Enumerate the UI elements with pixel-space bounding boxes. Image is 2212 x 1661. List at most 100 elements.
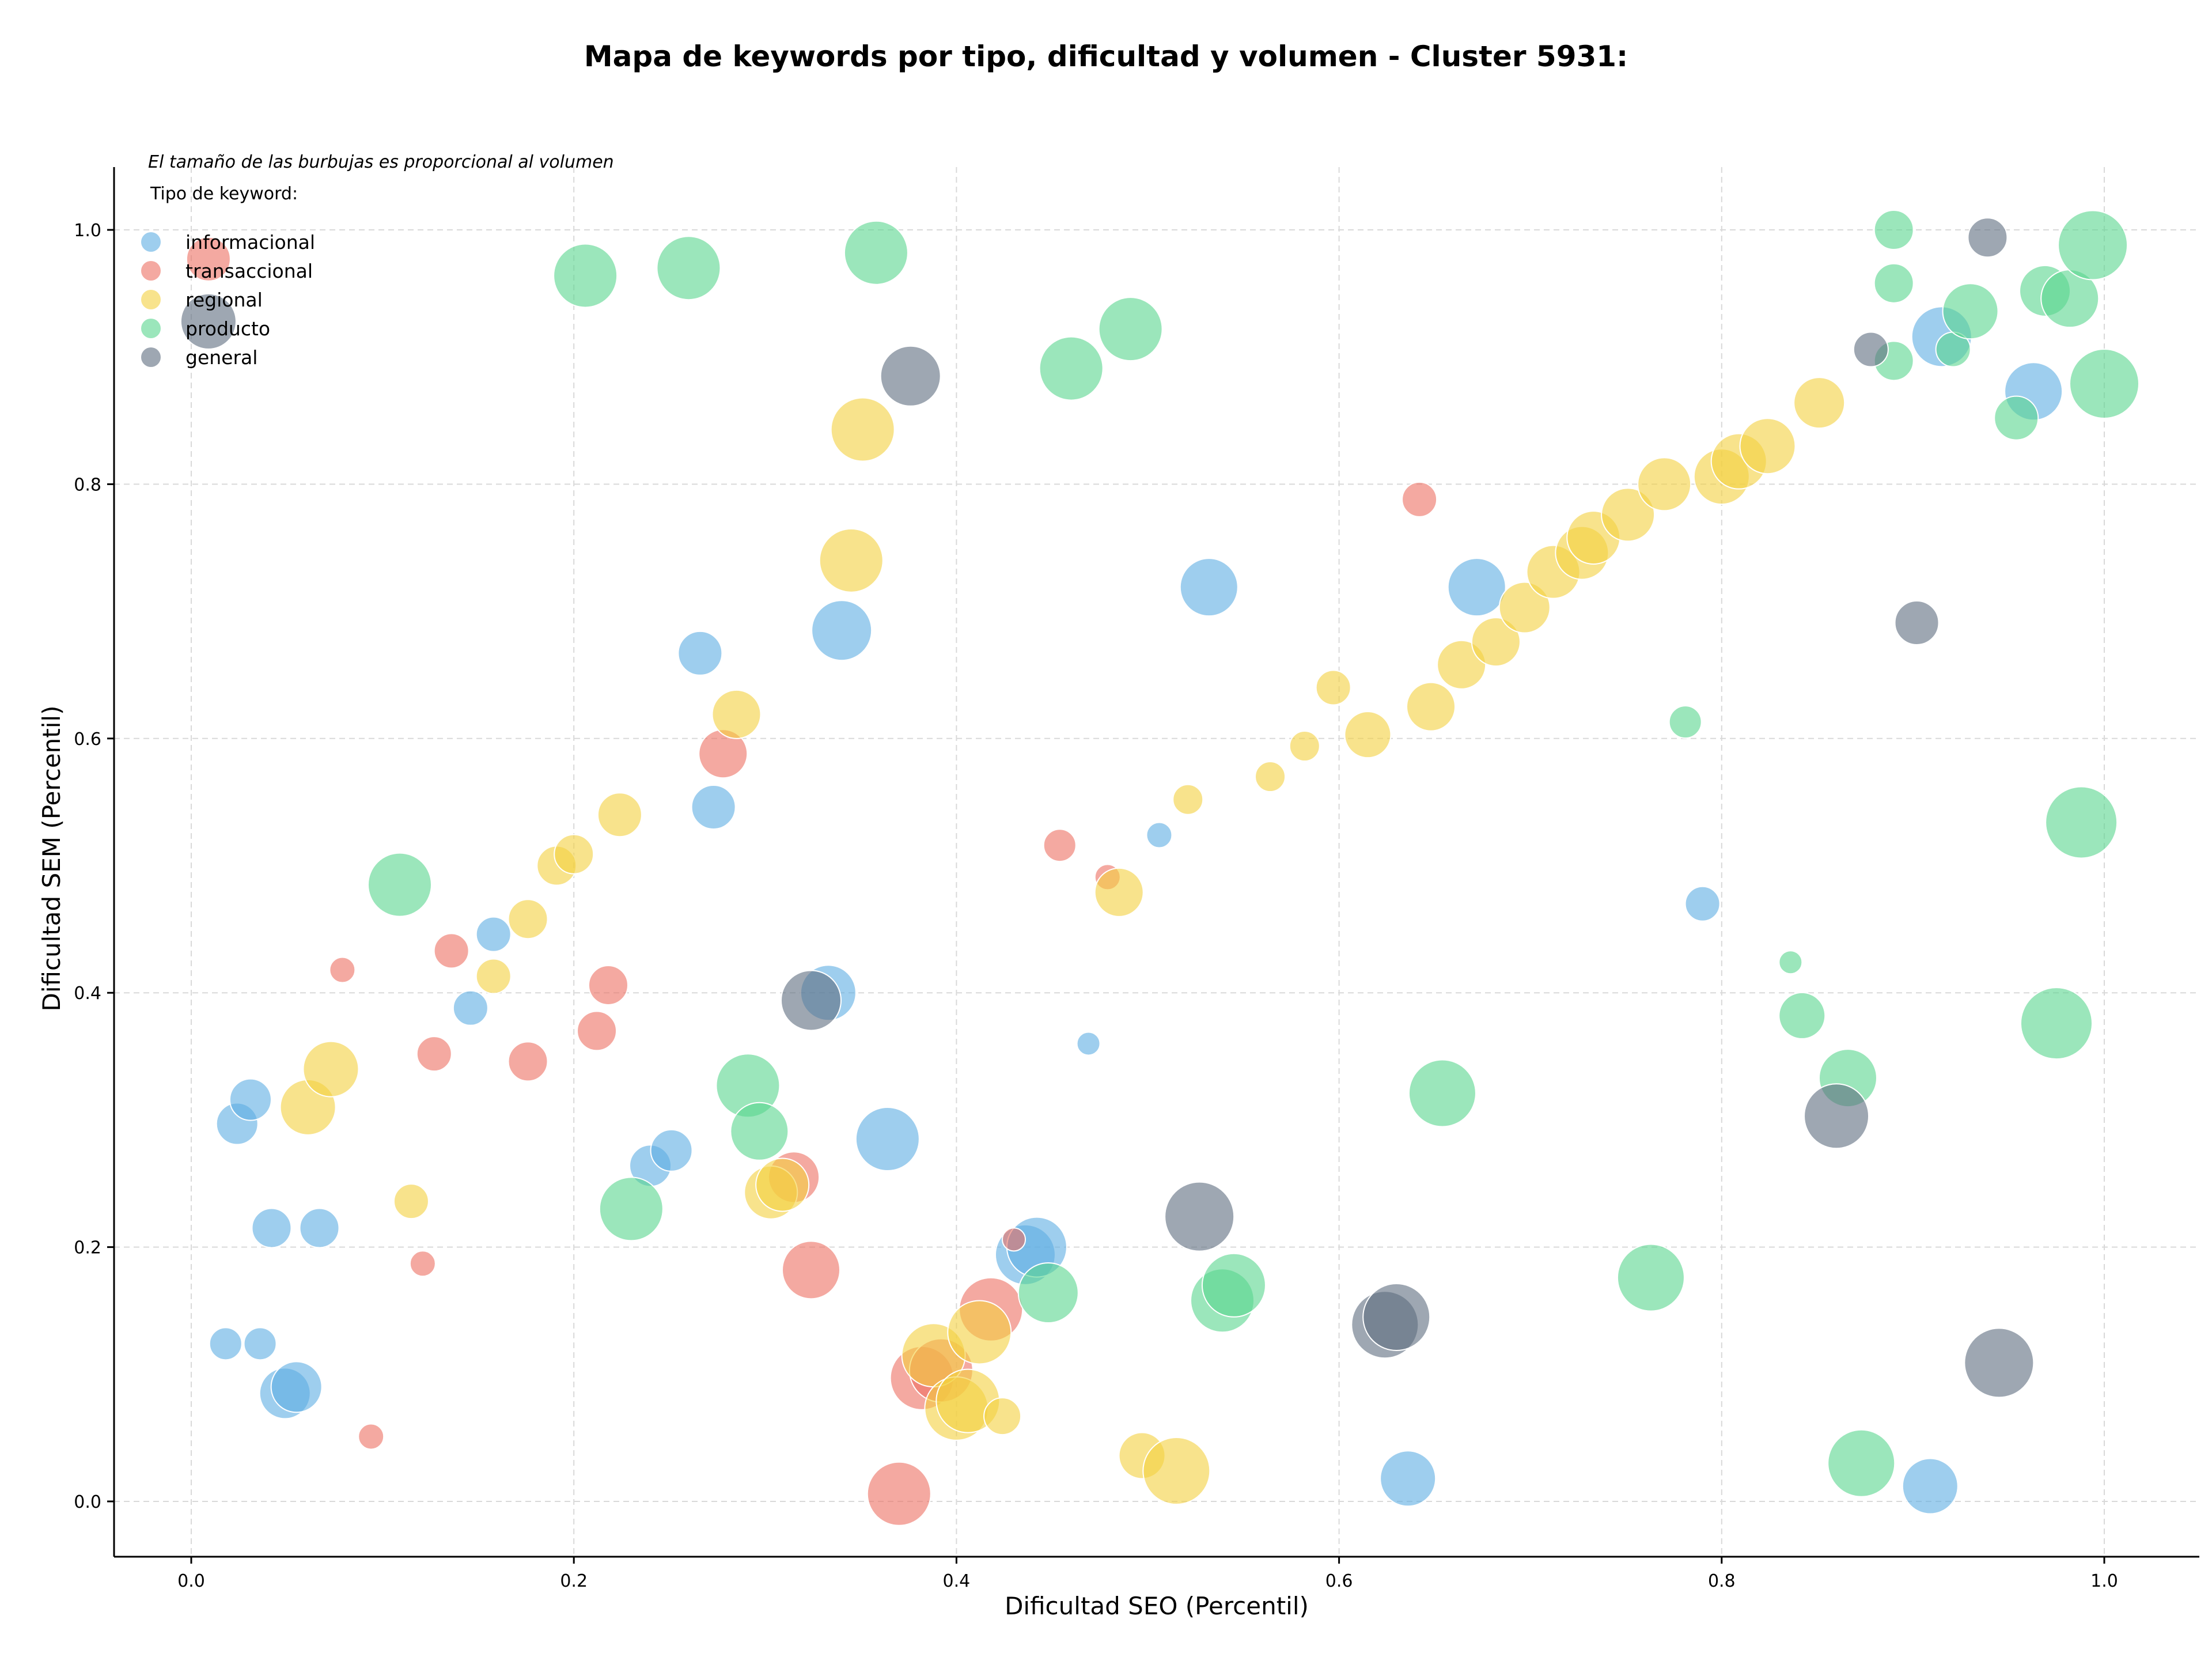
bubble-informacional bbox=[1447, 558, 1506, 617]
bubble-producto bbox=[1408, 1059, 1476, 1127]
bubble-producto bbox=[599, 1176, 664, 1242]
bubble-transaccional bbox=[1043, 828, 1077, 862]
legend-marker-regional bbox=[141, 290, 161, 309]
x-ticks: 0.0 0.2 0.4 0.6 0.8 1.0 bbox=[177, 1557, 2118, 1591]
bubble-transaccional bbox=[866, 1461, 931, 1526]
bubble-producto bbox=[730, 1102, 789, 1161]
bubble-producto bbox=[843, 220, 908, 285]
bubble-producto bbox=[1994, 395, 2039, 441]
bubble-transaccional bbox=[409, 1250, 436, 1277]
bubble-producto bbox=[2058, 210, 2128, 281]
bubble-producto bbox=[1017, 1262, 1079, 1324]
bubble-regional bbox=[1437, 640, 1487, 690]
bubble-regional bbox=[1315, 669, 1351, 706]
bubble-regional bbox=[1344, 711, 1392, 759]
x-tick-label: 0.2 bbox=[560, 1571, 588, 1591]
bubble-informacional bbox=[475, 916, 512, 952]
legend-label-producto: producto bbox=[185, 317, 270, 340]
bubble-informacional bbox=[209, 1327, 243, 1361]
bubble-producto bbox=[1873, 210, 1914, 250]
bubble-transaccional bbox=[577, 1011, 618, 1051]
bubble-informacional bbox=[691, 784, 736, 830]
chart-title: Mapa de keywords por tipo, dificultad y … bbox=[584, 40, 1628, 73]
bubble-informacional bbox=[251, 1208, 292, 1248]
bubble-producto bbox=[2020, 987, 2093, 1060]
bubble-transaccional bbox=[507, 1041, 548, 1082]
legend-label-informacional: informacional bbox=[185, 231, 315, 253]
bubble-regional bbox=[947, 1300, 1012, 1365]
bubble-regional bbox=[1637, 457, 1692, 512]
bubble-regional bbox=[393, 1183, 429, 1220]
bubble-producto bbox=[367, 852, 432, 917]
legend: Tipo de keyword: informacional transaccio… bbox=[141, 184, 315, 369]
bubble-regional bbox=[1601, 487, 1656, 542]
x-axis-label: Dificultad SEO (Percentil) bbox=[1005, 1592, 1309, 1620]
bubble-general bbox=[1804, 1083, 1870, 1149]
bubble-producto bbox=[656, 236, 721, 301]
bubble-transaccional bbox=[588, 964, 628, 1005]
bubble-informacional bbox=[811, 600, 873, 661]
bubble-informacional bbox=[1902, 1458, 1959, 1515]
bubble-general bbox=[1894, 600, 1940, 645]
bubble-general bbox=[180, 293, 237, 350]
bubble-regional bbox=[1471, 617, 1521, 667]
x-tick-label: 0.6 bbox=[1325, 1571, 1353, 1591]
bubble-informacional bbox=[1684, 886, 1721, 922]
legend-marker-transaccional bbox=[141, 261, 161, 281]
bubble-producto bbox=[1098, 297, 1163, 362]
bubble-producto bbox=[1778, 950, 1803, 975]
bubble-regional bbox=[1255, 761, 1286, 793]
bubble-informacional bbox=[855, 1107, 920, 1172]
bubble-general bbox=[1967, 217, 2008, 258]
bubble-informacional bbox=[1380, 1450, 1437, 1507]
bubble-transaccional bbox=[185, 236, 231, 282]
bubble-regional bbox=[1289, 731, 1320, 762]
x-tick-label: 0.8 bbox=[1708, 1571, 1736, 1591]
bubble-producto bbox=[1827, 1429, 1896, 1497]
bubble-producto bbox=[1039, 336, 1104, 401]
bubble-informacional bbox=[452, 990, 488, 1026]
bubble-transaccional bbox=[358, 1423, 385, 1450]
bubble-transaccional bbox=[1002, 1227, 1027, 1252]
bubble-size-note: El tamaño de las burbujas es proporciona… bbox=[148, 152, 614, 172]
bubble-transaccional bbox=[416, 1036, 452, 1072]
bubble-general bbox=[781, 970, 842, 1031]
y-tick-label: 1.0 bbox=[74, 221, 101, 241]
bubble-producto bbox=[1668, 705, 1702, 739]
bubble-general bbox=[1164, 1181, 1235, 1252]
bubble-regional bbox=[1142, 1437, 1211, 1505]
bubble-producto bbox=[553, 243, 618, 308]
y-tick-label: 0.4 bbox=[74, 983, 101, 1004]
bubble-producto bbox=[1942, 283, 1999, 340]
bubble-regional bbox=[983, 1397, 1022, 1436]
bubble-transaccional bbox=[782, 1240, 841, 1300]
bubble-regional bbox=[554, 834, 594, 875]
x-tick-label: 0.0 bbox=[177, 1571, 205, 1591]
bubble-producto bbox=[1616, 1243, 1685, 1312]
bubble-informacional bbox=[1179, 558, 1238, 617]
bubble-informacional bbox=[299, 1208, 340, 1248]
bubble-general bbox=[880, 345, 941, 407]
bubble-transaccional bbox=[1402, 481, 1438, 517]
bubble-producto bbox=[2069, 349, 2139, 419]
y-tick-label: 0.6 bbox=[74, 729, 101, 750]
bubble-regional bbox=[1094, 867, 1144, 917]
legend-label-general: general bbox=[185, 346, 257, 369]
y-tick-label: 0.2 bbox=[74, 1238, 101, 1258]
x-tick-label: 0.4 bbox=[943, 1571, 971, 1591]
bubble-transaccional bbox=[433, 933, 469, 969]
bubble-transaccional bbox=[329, 956, 356, 983]
axes bbox=[113, 167, 2199, 1558]
bubble-regional bbox=[711, 689, 762, 739]
bubble-regional bbox=[507, 899, 548, 940]
bubble-informacional bbox=[270, 1361, 323, 1413]
bubble-regional bbox=[819, 528, 884, 593]
bubble-regional bbox=[755, 1157, 810, 1212]
bubble-regional bbox=[1793, 377, 1846, 429]
bubble-regional bbox=[1406, 682, 1456, 732]
bubble-informacional bbox=[1146, 822, 1173, 849]
bubble-regional bbox=[597, 792, 642, 838]
legend-marker-producto bbox=[141, 319, 161, 338]
bubble-producto bbox=[1778, 992, 1826, 1039]
